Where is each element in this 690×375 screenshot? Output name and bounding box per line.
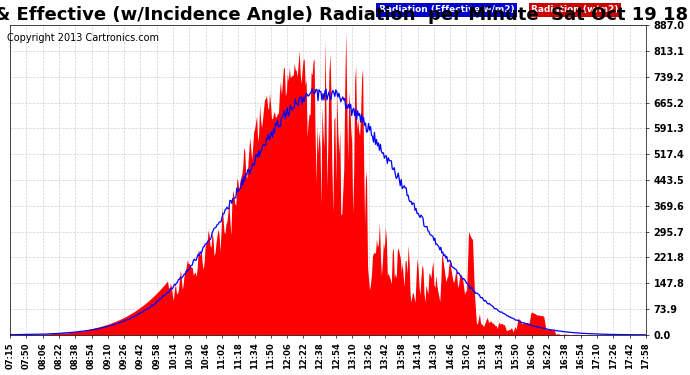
Text: Radiation (Effective w/m2): Radiation (Effective w/m2) — [379, 5, 515, 14]
Text: Radiation (w/m2): Radiation (w/m2) — [531, 5, 619, 14]
Title: Solar & Effective (w/Incidence Angle) Radiation  per Minute  Sat Oct 19 18:00: Solar & Effective (w/Incidence Angle) Ra… — [0, 6, 690, 24]
Text: Copyright 2013 Cartronics.com: Copyright 2013 Cartronics.com — [7, 33, 159, 43]
